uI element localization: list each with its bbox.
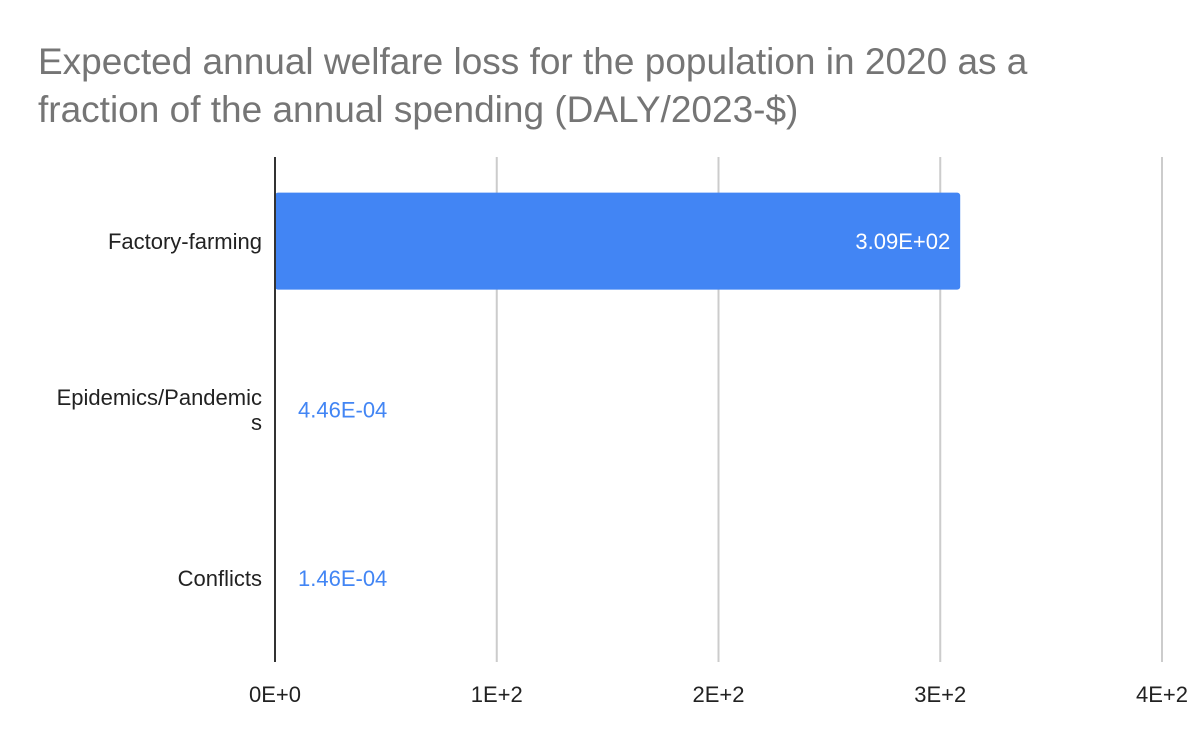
chart-title: Expected annual welfare loss for the pop… <box>38 41 1028 130</box>
x-tick-label-1: 1E+2 <box>471 682 523 707</box>
category-label-line-2-0: Conflicts <box>178 566 262 591</box>
category-label-line-1-0: Epidemics/Pandemic <box>57 385 262 410</box>
x-tick-label-0: 0E+0 <box>249 682 301 707</box>
bar-value-label-2: 1.46E-04 <box>298 566 387 591</box>
category-label-0: Factory-farming <box>108 229 262 254</box>
x-tick-label-3: 3E+2 <box>914 682 966 707</box>
category-label-2: Conflicts <box>178 566 262 591</box>
category-label-line-0-0: Factory-farming <box>108 229 262 254</box>
bar-value-label-1: 4.46E-04 <box>298 398 387 423</box>
category-label-line-1-1: s <box>251 410 262 435</box>
category-label-1: Epidemics/Pandemic s <box>57 385 262 435</box>
x-tick-label-4: 4E+2 <box>1136 682 1188 707</box>
x-tick-label-2: 2E+2 <box>693 682 745 707</box>
labels: 0E+0 1E+2 2E+2 3E+2 4E+2 3.09E+02 Factory-farm… <box>57 229 1188 707</box>
bar-0 <box>275 192 961 290</box>
bar-value-label-0: 3.09E+02 <box>855 229 950 254</box>
